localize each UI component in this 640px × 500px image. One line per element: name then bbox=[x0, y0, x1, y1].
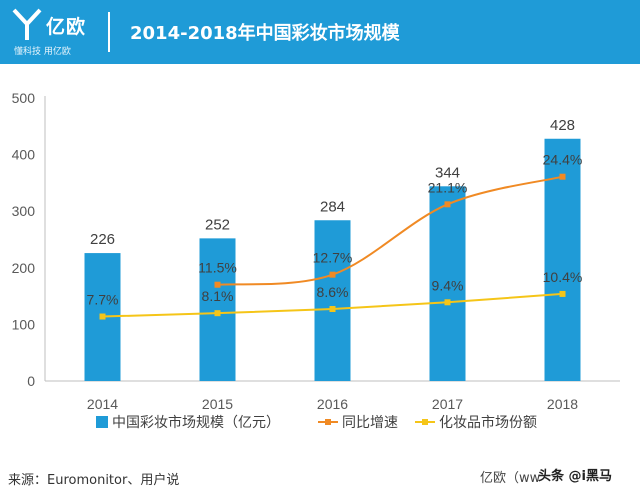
legend-swatch-marker bbox=[325, 419, 331, 425]
watermark: 头条 @i黑马 bbox=[538, 469, 612, 484]
growth-line-marker bbox=[559, 173, 566, 180]
page-title: 2014-2018年中国彩妆市场规模 bbox=[130, 23, 400, 44]
footer-brand: 亿欧（ww bbox=[480, 471, 541, 486]
logo: 亿欧 懂科技 用亿欧 bbox=[12, 6, 98, 58]
logo-slogan: 懂科技 用亿欧 bbox=[14, 47, 71, 57]
x-tick-label: 2015 bbox=[202, 396, 233, 412]
bar bbox=[429, 186, 466, 381]
x-tick-label: 2016 bbox=[317, 396, 348, 412]
bar-value-label: 284 bbox=[320, 198, 345, 215]
footer: 来源：Euromonitor、用户说 亿欧（ww 头条 @i黑马 bbox=[0, 455, 640, 500]
growth-line-label: 11.5% bbox=[198, 260, 237, 276]
share-line-label: 7.7% bbox=[87, 292, 119, 308]
growth-line-marker bbox=[329, 271, 336, 278]
share-line-label: 9.4% bbox=[432, 277, 464, 293]
growth-line-label: 21.1% bbox=[428, 179, 468, 195]
header-banner: 亿欧 懂科技 用亿欧 2014-2018年中国彩妆市场规模 bbox=[0, 0, 640, 64]
legend-swatch-marker bbox=[422, 419, 428, 425]
bar-value-label: 252 bbox=[205, 216, 230, 233]
y-tick-label: 200 bbox=[12, 260, 36, 276]
x-tick-label: 2018 bbox=[547, 396, 578, 412]
logo-text: 亿欧 bbox=[46, 16, 87, 38]
legend-label: 同比增速 bbox=[342, 415, 398, 431]
bar-value-label: 344 bbox=[435, 164, 460, 181]
growth-line bbox=[217, 175, 563, 286]
share-line-marker bbox=[329, 305, 336, 312]
growth-line-marker bbox=[444, 201, 451, 208]
bar-value-label: 428 bbox=[550, 117, 575, 134]
share-line-label: 8.1% bbox=[202, 288, 234, 304]
bar bbox=[199, 238, 236, 381]
growth-line-label: 24.4% bbox=[543, 152, 583, 168]
legend-label: 化妆品市场份额 bbox=[439, 414, 537, 431]
share-line-label: 10.4% bbox=[543, 269, 583, 285]
y-tick-label: 400 bbox=[12, 147, 36, 163]
chart: 0 100 200 300 400 500 2014 2015 2016 2017 2018 226 2… bbox=[12, 90, 620, 431]
source-note: 来源：Euromonitor、用户说 bbox=[8, 473, 180, 488]
y-tick-label: 300 bbox=[12, 203, 36, 219]
legend-label: 中国彩妆市场规模（亿元） bbox=[112, 414, 280, 431]
x-tick-label: 2017 bbox=[432, 396, 463, 412]
x-tick-label: 2014 bbox=[87, 396, 118, 412]
share-line-marker bbox=[444, 299, 451, 306]
logo-icon bbox=[12, 8, 42, 40]
bar-value-label: 226 bbox=[90, 231, 115, 248]
growth-line-marker bbox=[214, 281, 221, 288]
share-line-label: 8.6% bbox=[317, 284, 349, 300]
legend-swatch-bar bbox=[96, 416, 108, 428]
growth-line-label: 12.7% bbox=[313, 250, 353, 266]
share-line-marker bbox=[99, 313, 106, 320]
share-line-marker bbox=[214, 310, 221, 317]
header-divider bbox=[108, 12, 110, 52]
y-tick-label: 500 bbox=[12, 90, 36, 106]
bar bbox=[314, 220, 351, 381]
y-tick-label: 100 bbox=[12, 316, 36, 332]
share-line-marker bbox=[559, 290, 566, 297]
y-tick-label: 0 bbox=[27, 373, 35, 389]
